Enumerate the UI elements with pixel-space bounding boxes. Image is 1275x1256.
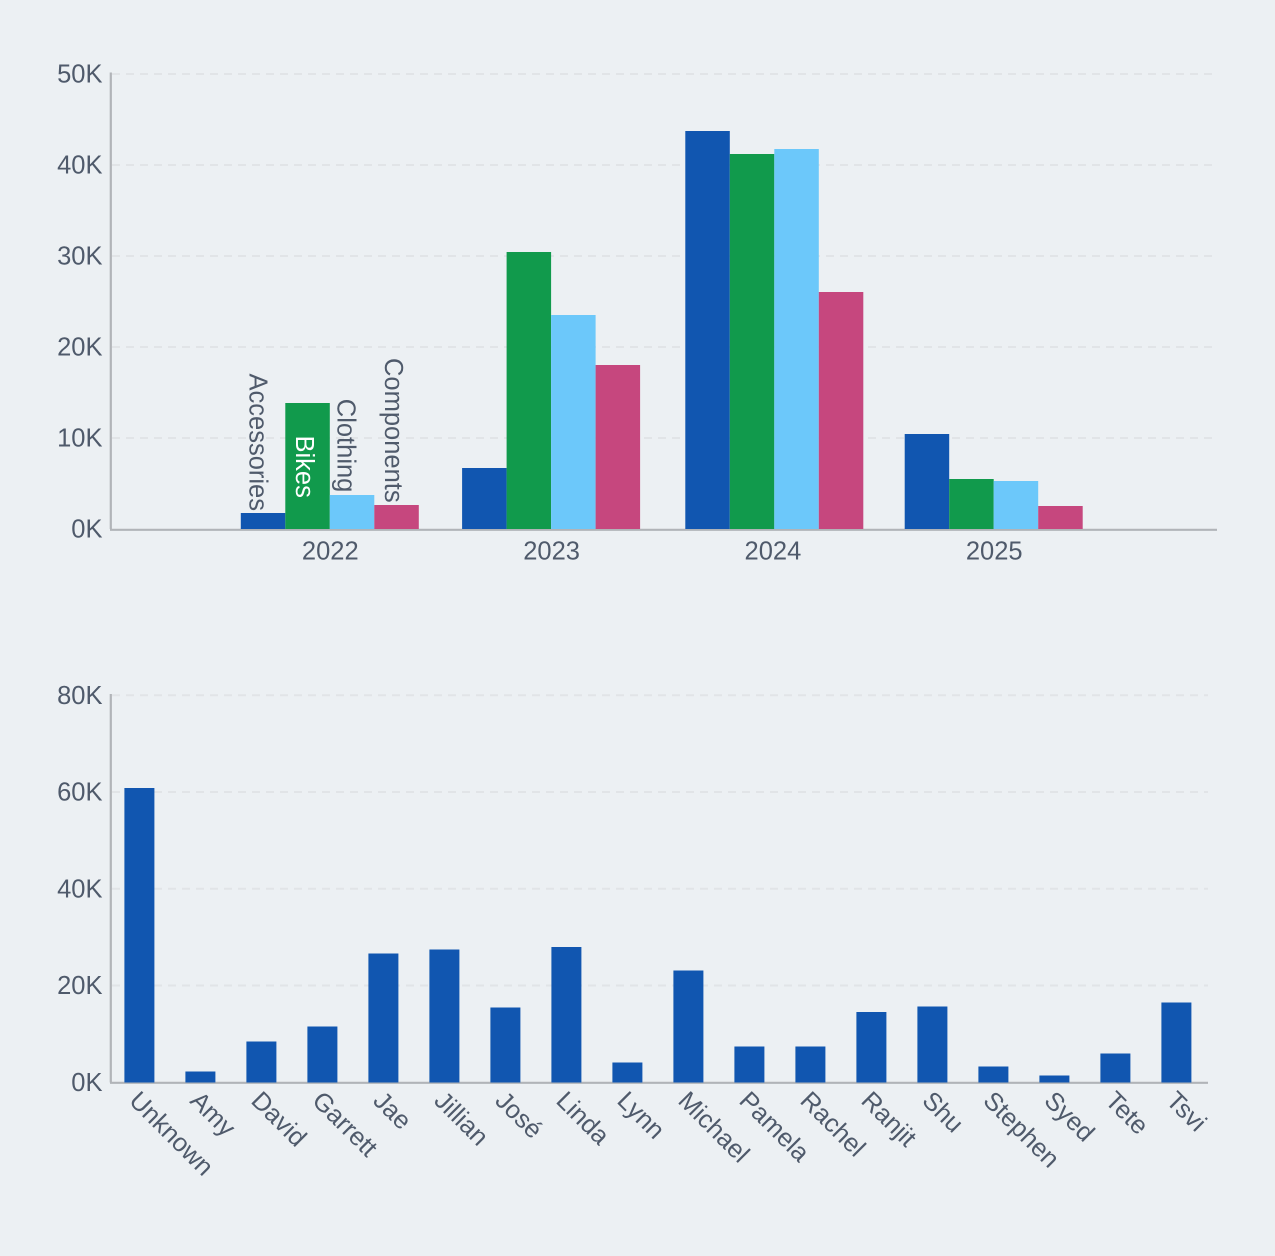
svg-text:2022: 2022: [302, 538, 359, 566]
svg-text:2024: 2024: [745, 538, 802, 566]
svg-text:20K: 20K: [57, 972, 102, 1000]
svg-text:40K: 40K: [57, 152, 102, 180]
svg-text:0K: 0K: [71, 516, 102, 544]
svg-text:Bikes: Bikes: [290, 436, 318, 498]
svg-text:60K: 60K: [57, 779, 102, 807]
svg-text:80K: 80K: [57, 682, 102, 710]
svg-text:2023: 2023: [523, 538, 580, 566]
svg-text:0K: 0K: [71, 1069, 102, 1097]
svg-text:2025: 2025: [966, 538, 1023, 566]
svg-text:Components: Components: [379, 358, 407, 503]
svg-text:Accessories: Accessories: [244, 374, 272, 511]
svg-text:40K: 40K: [57, 875, 102, 903]
svg-text:10K: 10K: [57, 425, 102, 453]
svg-text:Clothing: Clothing: [332, 399, 360, 493]
svg-text:30K: 30K: [57, 243, 102, 271]
svg-text:50K: 50K: [57, 61, 102, 89]
svg-text:20K: 20K: [57, 334, 102, 362]
